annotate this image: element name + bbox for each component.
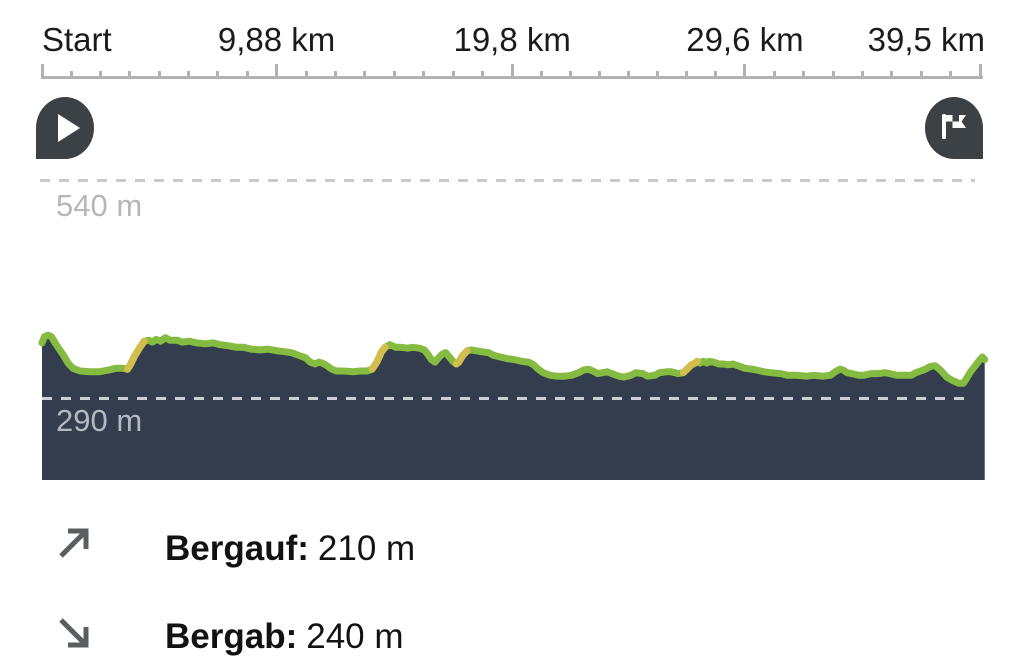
minor-tick	[714, 71, 718, 77]
steep-grade-segment	[452, 347, 471, 368]
minor-tick	[422, 71, 426, 77]
gridline-290m-label: 290 m	[56, 403, 143, 438]
minor-tick	[187, 71, 191, 77]
finish-marker-pin	[925, 97, 983, 159]
axis-tick-label: 9,88 km	[217, 21, 336, 58]
steep-grade-segment	[124, 337, 148, 373]
minor-tick	[597, 71, 601, 77]
play-icon	[58, 114, 80, 142]
ruler-baseline	[41, 76, 983, 79]
major-tick	[743, 64, 747, 77]
ascent-label: Bergauf:	[165, 529, 309, 568]
finish-flag-icon	[939, 112, 969, 147]
minor-tick	[772, 71, 776, 77]
gridline-540m-label: 540 m	[56, 188, 143, 223]
elevation-line	[38, 331, 989, 387]
minor-tick	[890, 71, 894, 77]
ascent-stat: Bergauf: 210 m	[165, 529, 415, 569]
minor-tick	[451, 71, 455, 77]
steep-grade-segment	[368, 343, 389, 373]
minor-tick	[919, 71, 923, 77]
minor-tick	[568, 71, 572, 77]
minor-tick	[304, 71, 308, 77]
axis-tick-label: Start	[42, 21, 112, 58]
steep-grade-segment	[679, 357, 701, 377]
descent-value: 240 m	[306, 617, 404, 656]
arrow-up-right-icon	[52, 522, 96, 571]
arrow-down-right-icon	[52, 610, 96, 659]
descent-label: Bergab:	[165, 617, 298, 656]
major-tick	[40, 64, 44, 77]
minor-tick	[860, 71, 864, 77]
minor-tick	[685, 71, 689, 77]
descent-stat: Bergab: 240 m	[165, 617, 404, 657]
axis-tick-label: 29,6 km	[686, 21, 804, 58]
major-tick	[510, 64, 514, 77]
minor-tick	[99, 71, 103, 77]
minor-tick	[157, 71, 161, 77]
minor-tick	[363, 71, 367, 77]
gridline-540m	[40, 179, 975, 182]
steep-grade-segments	[124, 337, 701, 377]
minor-tick	[539, 71, 543, 77]
minor-tick	[392, 71, 396, 77]
axis-tick-label: 39,5 km	[867, 21, 985, 58]
major-tick	[275, 64, 279, 77]
minor-tick	[627, 71, 631, 77]
minor-tick	[69, 71, 73, 77]
minor-tick	[802, 71, 806, 77]
ascent-value: 210 m	[317, 529, 416, 568]
minor-tick	[481, 71, 485, 77]
minor-tick	[245, 71, 249, 77]
minor-tick	[128, 71, 132, 77]
start-marker-pin	[36, 97, 94, 159]
minor-tick	[334, 71, 337, 77]
minor-tick	[216, 71, 220, 77]
minor-tick	[949, 71, 953, 77]
minor-tick	[656, 71, 660, 77]
major-tick	[978, 64, 982, 77]
axis-tick-label: 19,8 km	[453, 21, 571, 58]
minor-tick	[831, 71, 835, 77]
elevation-chart[interactable]	[35, 330, 990, 480]
